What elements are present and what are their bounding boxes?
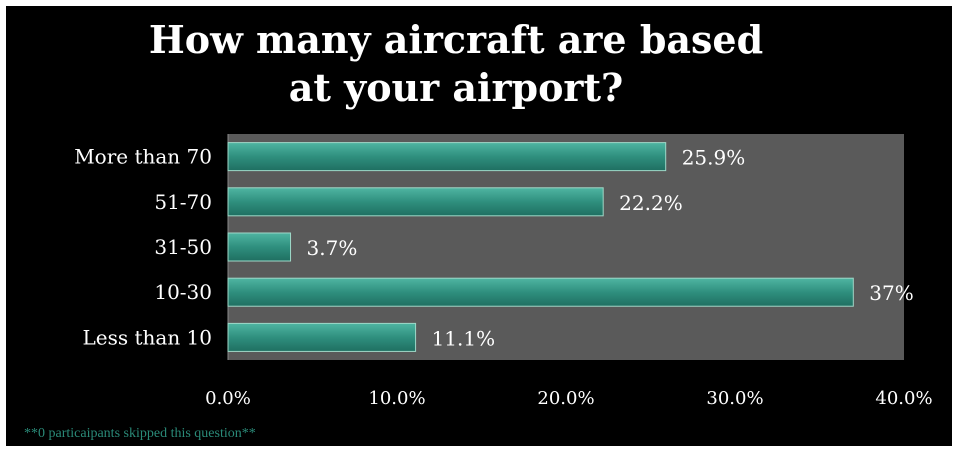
chart-frame: How many aircraft are based at your airp… <box>6 6 952 446</box>
chart-title-line-1: How many aircraft are based <box>148 17 764 62</box>
x-tick-label-5: 40.0% <box>875 388 932 409</box>
plot-area <box>228 134 904 360</box>
chart-title-line-2: at your airport? <box>288 65 624 110</box>
category-label-1: More than 70 <box>74 145 212 169</box>
category-label-4: 10-30 <box>154 280 212 304</box>
value-label-2: 22.2% <box>619 191 683 215</box>
bar-3 <box>227 232 292 262</box>
value-label-5: 11.1% <box>432 326 496 350</box>
chart-title: How many aircraft are based at your airp… <box>6 16 906 112</box>
x-tick-label-4: 30.0% <box>706 388 763 409</box>
bar-5 <box>227 322 417 352</box>
bar-2 <box>227 187 604 217</box>
x-tick-label-2: 10.0% <box>368 388 425 409</box>
category-label-2: 51-70 <box>154 190 212 214</box>
bar-1 <box>227 142 667 172</box>
category-label-3: 31-50 <box>154 235 212 259</box>
value-label-1: 25.9% <box>682 146 746 170</box>
bar-4 <box>227 277 854 307</box>
x-tick-label-1: 0.0% <box>205 388 251 409</box>
bar-chart: More than 70 25.9% 51-70 22.2% 31-50 3.7% 10-3… <box>74 134 933 409</box>
value-label-4: 37% <box>869 281 913 305</box>
chart-footnote: **0 particaipants skipped this question*… <box>24 426 256 441</box>
value-label-3: 3.7% <box>307 236 358 260</box>
category-label-5: Less than 10 <box>82 325 212 349</box>
x-tick-label-3: 20.0% <box>537 388 594 409</box>
